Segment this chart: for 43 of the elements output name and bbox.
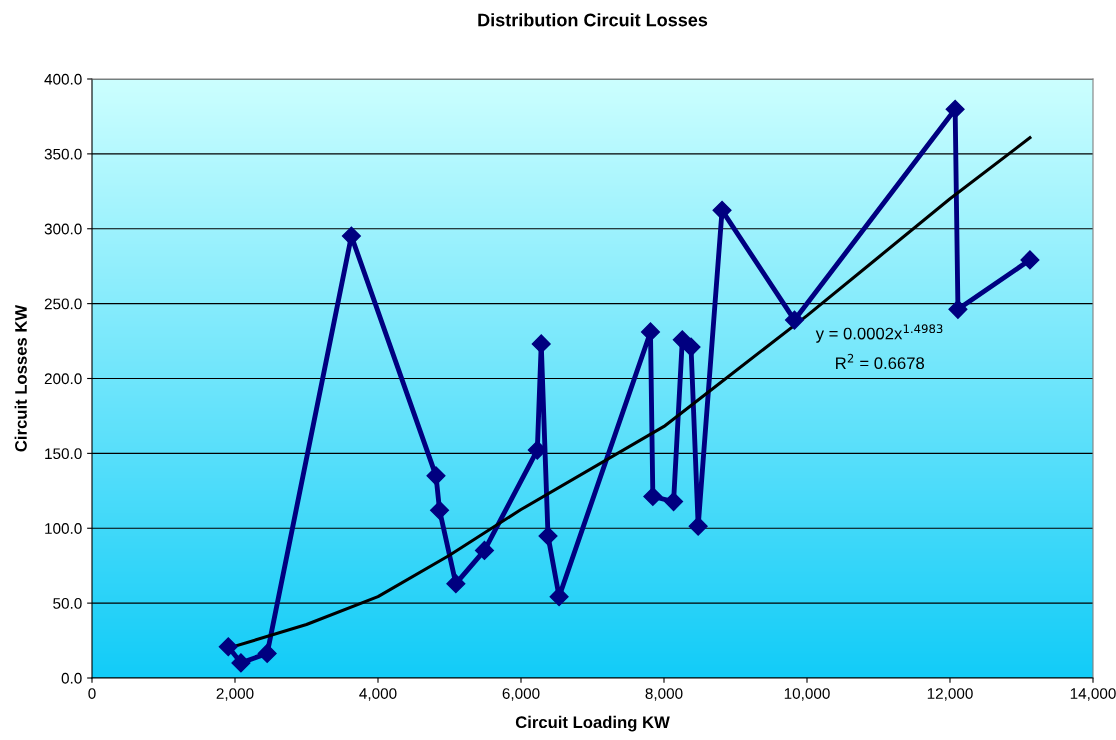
point bbox=[688, 516, 708, 536]
annotation: y = 0.0002x$^{1.4983}$ bbox=[815, 324, 943, 343]
y-tick-label: 0.0 bbox=[61, 672, 82, 684]
y-tick-label: 50.0 bbox=[53, 597, 82, 609]
y-tick-label: 350.0 bbox=[44, 148, 82, 160]
x-tick-label: 4,000 bbox=[359, 688, 397, 701]
point bbox=[426, 466, 446, 486]
y-tick-label: 400.0 bbox=[44, 73, 82, 85]
point bbox=[784, 310, 805, 330]
chart-title: Distribution Circuit Losses bbox=[478, 13, 708, 27]
x-tick-label: 10,000 bbox=[784, 688, 830, 701]
point bbox=[1020, 250, 1040, 270]
point bbox=[948, 299, 968, 319]
point bbox=[474, 540, 494, 560]
y-tick-label: 100.0 bbox=[45, 523, 82, 534]
point bbox=[446, 574, 466, 594]
point bbox=[681, 337, 701, 357]
x-tick-label: 6,000 bbox=[502, 688, 540, 701]
annotation: R$^{2}$ = 0.6678 bbox=[836, 353, 925, 370]
point bbox=[257, 643, 277, 663]
point bbox=[640, 322, 661, 342]
y-tick-label: 200.0 bbox=[44, 373, 82, 385]
point bbox=[218, 637, 238, 657]
point bbox=[531, 334, 551, 354]
y-tick-label: 250.0 bbox=[44, 298, 82, 310]
point bbox=[231, 653, 251, 673]
point bbox=[430, 500, 450, 520]
x-tick-label: 14,000 bbox=[1070, 688, 1116, 701]
y-tick-label: 150.0 bbox=[45, 448, 82, 460]
point bbox=[341, 226, 361, 246]
point bbox=[664, 492, 684, 512]
point bbox=[945, 99, 965, 119]
point bbox=[712, 200, 732, 220]
x-tick-label: 8,000 bbox=[645, 688, 683, 701]
point bbox=[549, 587, 569, 607]
point bbox=[538, 526, 558, 546]
x-tick-label: 0 bbox=[88, 688, 96, 699]
x-axis-title: Circuit Loading KW bbox=[515, 715, 670, 732]
point bbox=[643, 486, 663, 507]
y-axis-title: Circuit Losses KW bbox=[14, 304, 27, 452]
y-tick-label: 300.0 bbox=[44, 223, 82, 235]
x-tick-label: 12,000 bbox=[927, 688, 973, 701]
x-tick-label: 2,000 bbox=[216, 688, 254, 701]
